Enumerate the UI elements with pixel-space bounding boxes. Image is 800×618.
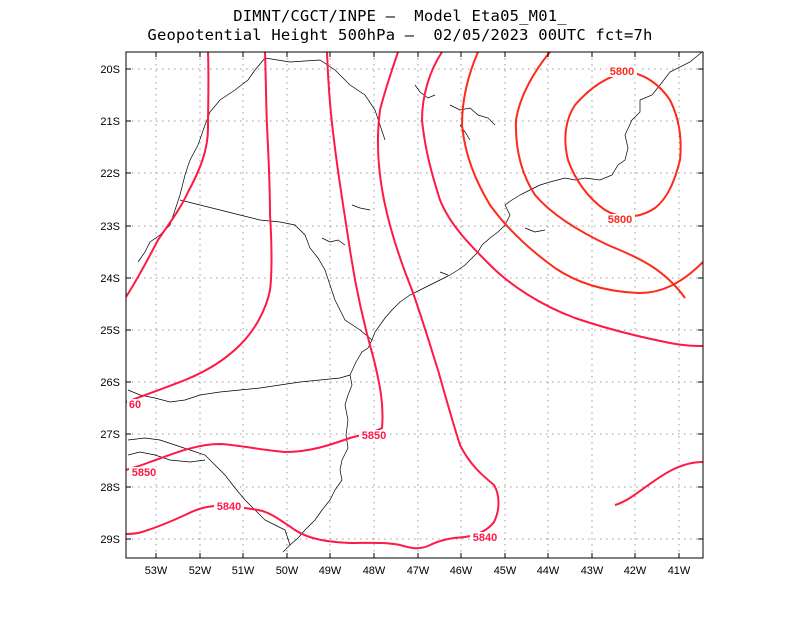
lon-tick-label: 44W — [537, 565, 560, 577]
lon-tick-label: 52W — [189, 565, 212, 577]
plot-frame — [125, 51, 704, 559]
height-contours — [126, 52, 703, 550]
lat-tick-label: 23S — [100, 221, 120, 233]
state-border — [179, 199, 373, 341]
contour-label-bg — [359, 430, 389, 441]
chart-title-line1: DIMNT/CGCT/INPE – Model Eta05_M01_ — [233, 7, 567, 25]
contour-line — [564, 70, 682, 218]
contour-label: 5840 — [217, 501, 241, 513]
axis-ticks — [126, 52, 703, 558]
lon-tick-label: 49W — [319, 565, 342, 577]
grid-lines — [126, 52, 703, 558]
contour-label-bg — [607, 66, 637, 77]
contour-label-bg — [129, 467, 159, 478]
lon-tick-label: 43W — [581, 565, 604, 577]
contour-label-bg — [214, 501, 244, 512]
lon-tick-label: 53W — [145, 565, 168, 577]
contour-label: 5850 — [132, 467, 156, 479]
lon-tick-label: 47W — [407, 565, 430, 577]
contour-label-bg — [470, 532, 500, 543]
lon-tick-label: 51W — [232, 565, 255, 577]
contour-label: 5840 — [473, 532, 497, 544]
lat-tick-label: 21S — [100, 116, 120, 128]
lat-tick-label: 28S — [100, 482, 120, 494]
chart-title-line2: Geopotential Height 500hPa – 02/05/2023 … — [147, 26, 653, 44]
contour-line — [126, 52, 210, 298]
coastline — [282, 52, 703, 553]
contour-line — [514, 52, 686, 299]
state-border — [264, 57, 386, 141]
lat-tick-label: 25S — [100, 325, 120, 337]
contour-line — [126, 52, 273, 403]
state-border — [127, 437, 291, 546]
contour-label: 60 — [129, 399, 141, 411]
lon-tick-label: 50W — [276, 565, 299, 577]
contour-line — [614, 461, 703, 506]
lat-tick-label: 26S — [100, 377, 120, 389]
lon-tick-label: 42W — [624, 565, 647, 577]
lon-tick-label: 46W — [450, 565, 473, 577]
lat-tick-label: 29S — [100, 534, 120, 546]
contour-line — [126, 52, 500, 550]
contour-label-bg — [605, 214, 635, 225]
contour-label: 5800 — [610, 66, 634, 78]
contour-line — [460, 52, 703, 295]
contour-line — [420, 52, 703, 347]
state-border — [127, 374, 351, 403]
contour-line — [126, 52, 384, 471]
lat-tick-label: 20S — [100, 64, 120, 76]
state-border — [137, 57, 266, 263]
lat-tick-label: 27S — [100, 429, 120, 441]
lon-tick-label: 45W — [494, 565, 517, 577]
lat-tick-label: 22S — [100, 168, 120, 180]
contour-label: 5800 — [608, 214, 632, 226]
lon-tick-label: 48W — [363, 565, 386, 577]
lon-tick-label: 41W — [668, 565, 691, 577]
coastlines-borders — [127, 52, 703, 553]
lat-tick-label: 24S — [100, 273, 120, 285]
contour-label-bg — [127, 399, 143, 410]
contour-label: 5850 — [362, 430, 386, 442]
